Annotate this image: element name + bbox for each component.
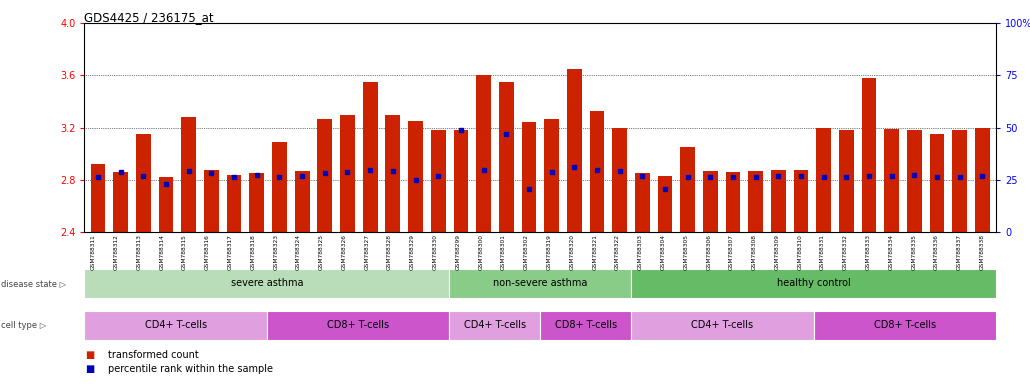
Bar bbox=[227, 175, 241, 232]
Text: GSM788323: GSM788323 bbox=[273, 234, 278, 270]
Text: severe asthma: severe asthma bbox=[231, 278, 303, 288]
Text: GSM788307: GSM788307 bbox=[729, 234, 734, 270]
Bar bbox=[930, 134, 945, 232]
Bar bbox=[634, 174, 650, 232]
Bar bbox=[975, 127, 990, 232]
Text: healthy control: healthy control bbox=[777, 278, 851, 288]
Text: GSM788315: GSM788315 bbox=[182, 234, 187, 270]
Bar bbox=[159, 177, 173, 232]
Text: GSM788306: GSM788306 bbox=[707, 234, 711, 270]
Bar bbox=[431, 130, 446, 232]
Text: GSM788317: GSM788317 bbox=[228, 234, 233, 270]
Text: GSM788300: GSM788300 bbox=[478, 234, 483, 270]
Bar bbox=[862, 78, 877, 232]
Bar bbox=[612, 127, 627, 232]
Text: GSM788309: GSM788309 bbox=[775, 234, 780, 270]
Text: GSM788316: GSM788316 bbox=[205, 234, 210, 270]
Text: GSM788325: GSM788325 bbox=[318, 234, 323, 270]
Bar bbox=[680, 147, 695, 232]
Text: GSM788305: GSM788305 bbox=[683, 234, 688, 270]
Bar bbox=[295, 171, 309, 232]
Text: non-severe asthma: non-severe asthma bbox=[493, 278, 587, 288]
Text: GSM788312: GSM788312 bbox=[113, 234, 118, 270]
Text: GDS4425 / 236175_at: GDS4425 / 236175_at bbox=[84, 12, 214, 25]
Bar bbox=[725, 172, 741, 232]
Bar bbox=[272, 142, 286, 232]
Bar bbox=[499, 82, 514, 232]
Text: GSM788335: GSM788335 bbox=[912, 234, 917, 270]
Text: GSM788326: GSM788326 bbox=[342, 234, 346, 270]
Bar bbox=[91, 164, 105, 232]
Text: cell type ▷: cell type ▷ bbox=[1, 321, 46, 330]
Bar bbox=[839, 130, 854, 232]
Text: GSM788338: GSM788338 bbox=[980, 234, 985, 270]
Text: GSM788299: GSM788299 bbox=[455, 234, 460, 270]
Text: GSM788301: GSM788301 bbox=[501, 234, 506, 270]
Text: GSM788320: GSM788320 bbox=[570, 234, 575, 270]
Text: GSM788314: GSM788314 bbox=[160, 234, 164, 270]
Text: GSM788327: GSM788327 bbox=[365, 234, 370, 270]
Text: ■: ■ bbox=[85, 350, 95, 360]
Text: GSM788328: GSM788328 bbox=[387, 234, 392, 270]
Bar bbox=[136, 134, 150, 232]
Text: GSM788322: GSM788322 bbox=[615, 234, 620, 270]
Text: ■: ■ bbox=[85, 364, 95, 374]
Text: GSM788333: GSM788333 bbox=[865, 234, 870, 270]
Bar bbox=[340, 114, 355, 232]
Bar bbox=[907, 130, 922, 232]
Text: GSM788332: GSM788332 bbox=[843, 234, 848, 270]
Text: CD4+ T-cells: CD4+ T-cells bbox=[691, 320, 754, 331]
Text: CD8+ T-cells: CD8+ T-cells bbox=[555, 320, 617, 331]
Bar bbox=[181, 117, 196, 232]
Text: transformed count: transformed count bbox=[108, 350, 199, 360]
Bar bbox=[817, 127, 831, 232]
Text: GSM788321: GSM788321 bbox=[592, 234, 597, 270]
Text: GSM788324: GSM788324 bbox=[296, 234, 301, 270]
Text: GSM788330: GSM788330 bbox=[433, 234, 438, 270]
Bar bbox=[953, 130, 967, 232]
Bar bbox=[521, 122, 537, 232]
Bar bbox=[771, 170, 786, 232]
Bar bbox=[566, 69, 582, 232]
Text: CD4+ T-cells: CD4+ T-cells bbox=[144, 320, 207, 331]
Bar bbox=[408, 121, 423, 232]
Text: GSM788311: GSM788311 bbox=[91, 234, 96, 270]
Bar bbox=[589, 111, 605, 232]
Text: GSM788302: GSM788302 bbox=[524, 234, 528, 270]
Bar bbox=[702, 171, 718, 232]
Bar bbox=[113, 172, 128, 232]
Bar bbox=[249, 174, 264, 232]
Bar bbox=[794, 170, 809, 232]
Text: CD4+ T-cells: CD4+ T-cells bbox=[464, 320, 525, 331]
Text: GSM788334: GSM788334 bbox=[889, 234, 893, 270]
Text: GSM788331: GSM788331 bbox=[820, 234, 825, 270]
Text: percentile rank within the sample: percentile rank within the sample bbox=[108, 364, 273, 374]
Text: CD8+ T-cells: CD8+ T-cells bbox=[327, 320, 389, 331]
Text: GSM788310: GSM788310 bbox=[797, 234, 802, 270]
Text: GSM788329: GSM788329 bbox=[410, 234, 415, 270]
Text: disease state ▷: disease state ▷ bbox=[1, 279, 66, 288]
Text: GSM788308: GSM788308 bbox=[752, 234, 757, 270]
Bar bbox=[476, 75, 491, 232]
Bar bbox=[317, 119, 333, 232]
Bar bbox=[657, 176, 673, 232]
Bar bbox=[204, 170, 218, 232]
Bar bbox=[453, 130, 469, 232]
Bar bbox=[748, 171, 763, 232]
Text: GSM788303: GSM788303 bbox=[638, 234, 643, 270]
Text: CD8+ T-cells: CD8+ T-cells bbox=[873, 320, 936, 331]
Text: GSM788337: GSM788337 bbox=[957, 234, 962, 270]
Bar bbox=[544, 119, 559, 232]
Text: GSM788318: GSM788318 bbox=[250, 234, 255, 270]
Text: GSM788304: GSM788304 bbox=[660, 234, 665, 270]
Bar bbox=[363, 82, 378, 232]
Bar bbox=[385, 114, 401, 232]
Bar bbox=[885, 129, 899, 232]
Text: GSM788336: GSM788336 bbox=[934, 234, 939, 270]
Text: GSM788313: GSM788313 bbox=[136, 234, 141, 270]
Text: GSM788319: GSM788319 bbox=[547, 234, 552, 270]
